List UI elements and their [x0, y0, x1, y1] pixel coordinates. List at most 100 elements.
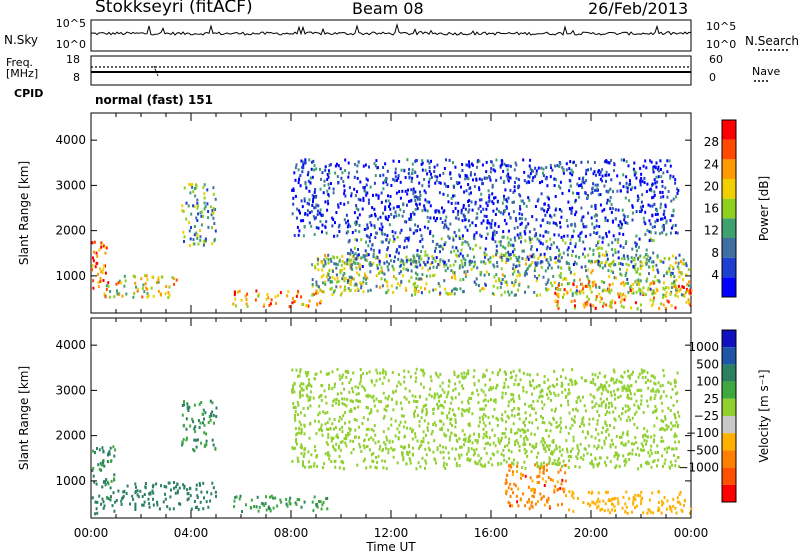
velocity-cell — [523, 420, 526, 424]
power-cell — [321, 261, 324, 265]
velocity-cell — [397, 436, 400, 440]
power-cell — [520, 199, 523, 203]
power-cell — [560, 215, 563, 219]
velocity-cell — [605, 388, 608, 392]
power-cell — [515, 219, 518, 223]
velocity-cell — [467, 401, 470, 405]
velocity-cell — [525, 449, 528, 453]
power-cell — [311, 283, 314, 286]
velocity-cell — [371, 396, 374, 400]
power-cell — [487, 200, 490, 204]
power-cell — [514, 216, 517, 220]
velocity-cell — [422, 385, 425, 389]
power-cell — [364, 163, 367, 167]
velocity-cell — [450, 401, 453, 405]
power-cell — [109, 290, 112, 293]
power-cell — [193, 225, 196, 228]
power-cell — [450, 269, 453, 273]
velocity-cell — [620, 374, 623, 378]
velocity-cell — [343, 397, 346, 401]
power-cell — [612, 253, 615, 257]
velocity-cell — [514, 440, 517, 444]
velocity-cell — [616, 497, 619, 500]
velocity-cell — [673, 381, 676, 385]
power-cell — [621, 263, 624, 266]
velocity-cell — [575, 400, 578, 403]
velocity-cell — [457, 407, 460, 411]
power-cell — [680, 293, 683, 297]
power-colorbar-tick: 24 — [704, 157, 719, 171]
power-cell — [619, 292, 622, 296]
velocity-cell — [613, 505, 616, 509]
velocity-cell — [474, 439, 477, 442]
power-cell — [680, 271, 683, 275]
velocity-cell — [592, 501, 595, 505]
velocity-cell — [377, 454, 380, 458]
power-cell — [669, 273, 672, 277]
power-cell — [347, 161, 350, 165]
velocity-cell — [432, 423, 435, 426]
velocity-cell — [511, 409, 514, 412]
velocity-cell — [151, 489, 154, 493]
power-cell — [494, 213, 497, 216]
power-cell — [429, 204, 432, 208]
power-cell — [634, 267, 637, 271]
power-cell — [482, 207, 485, 211]
power-cell — [407, 268, 410, 272]
velocity-cell — [102, 480, 105, 484]
power-cell — [662, 293, 665, 297]
velocity-cell — [621, 375, 624, 379]
power-cell — [426, 200, 429, 204]
velocity-cell — [518, 412, 521, 416]
power-cell — [102, 267, 105, 271]
power-cell — [653, 178, 656, 182]
velocity-cell — [375, 379, 378, 383]
velocity-cell — [675, 447, 678, 451]
power-cell — [653, 202, 656, 206]
power-cell — [626, 277, 629, 281]
velocity-cell — [373, 424, 376, 428]
power-cell — [365, 177, 368, 181]
power-cell — [362, 196, 365, 200]
power-cell — [418, 256, 421, 260]
velocity-cell — [396, 427, 399, 431]
power-cell — [675, 288, 678, 292]
power-cell — [331, 293, 334, 297]
velocity-cell — [371, 459, 374, 463]
power-cell — [295, 163, 298, 167]
power-cell — [496, 261, 499, 264]
power-cell — [507, 244, 510, 248]
power-cell — [521, 249, 524, 253]
power-cell — [195, 184, 198, 188]
velocity-cell — [503, 458, 506, 462]
velocity-cell — [319, 394, 322, 398]
velocity-cell — [601, 426, 604, 430]
power-cell — [314, 264, 316, 268]
velocity-cell — [599, 397, 602, 401]
power-cell — [365, 234, 368, 238]
velocity-cell — [624, 443, 627, 447]
power-cell — [624, 221, 627, 225]
velocity-cell — [535, 445, 537, 449]
power-cell — [595, 244, 598, 247]
power-cell — [324, 165, 327, 169]
velocity-cell — [310, 465, 313, 469]
power-cell — [648, 239, 651, 243]
power-cell — [631, 291, 634, 295]
velocity-cell — [617, 387, 620, 391]
power-cell — [533, 269, 536, 273]
power-cell — [514, 293, 517, 297]
power-cell — [665, 295, 667, 299]
velocity-cell — [583, 404, 586, 408]
velocity-cell — [541, 465, 544, 469]
velocity-cell — [626, 511, 629, 515]
velocity-cell — [436, 448, 439, 452]
power-cell — [589, 233, 592, 237]
power-cell — [346, 281, 349, 284]
power-cell — [204, 239, 207, 243]
power-cell — [408, 217, 411, 221]
power-cell — [471, 247, 474, 251]
power-cell — [661, 231, 664, 235]
velocity-cell — [536, 475, 539, 479]
velocity-cell — [426, 411, 429, 414]
